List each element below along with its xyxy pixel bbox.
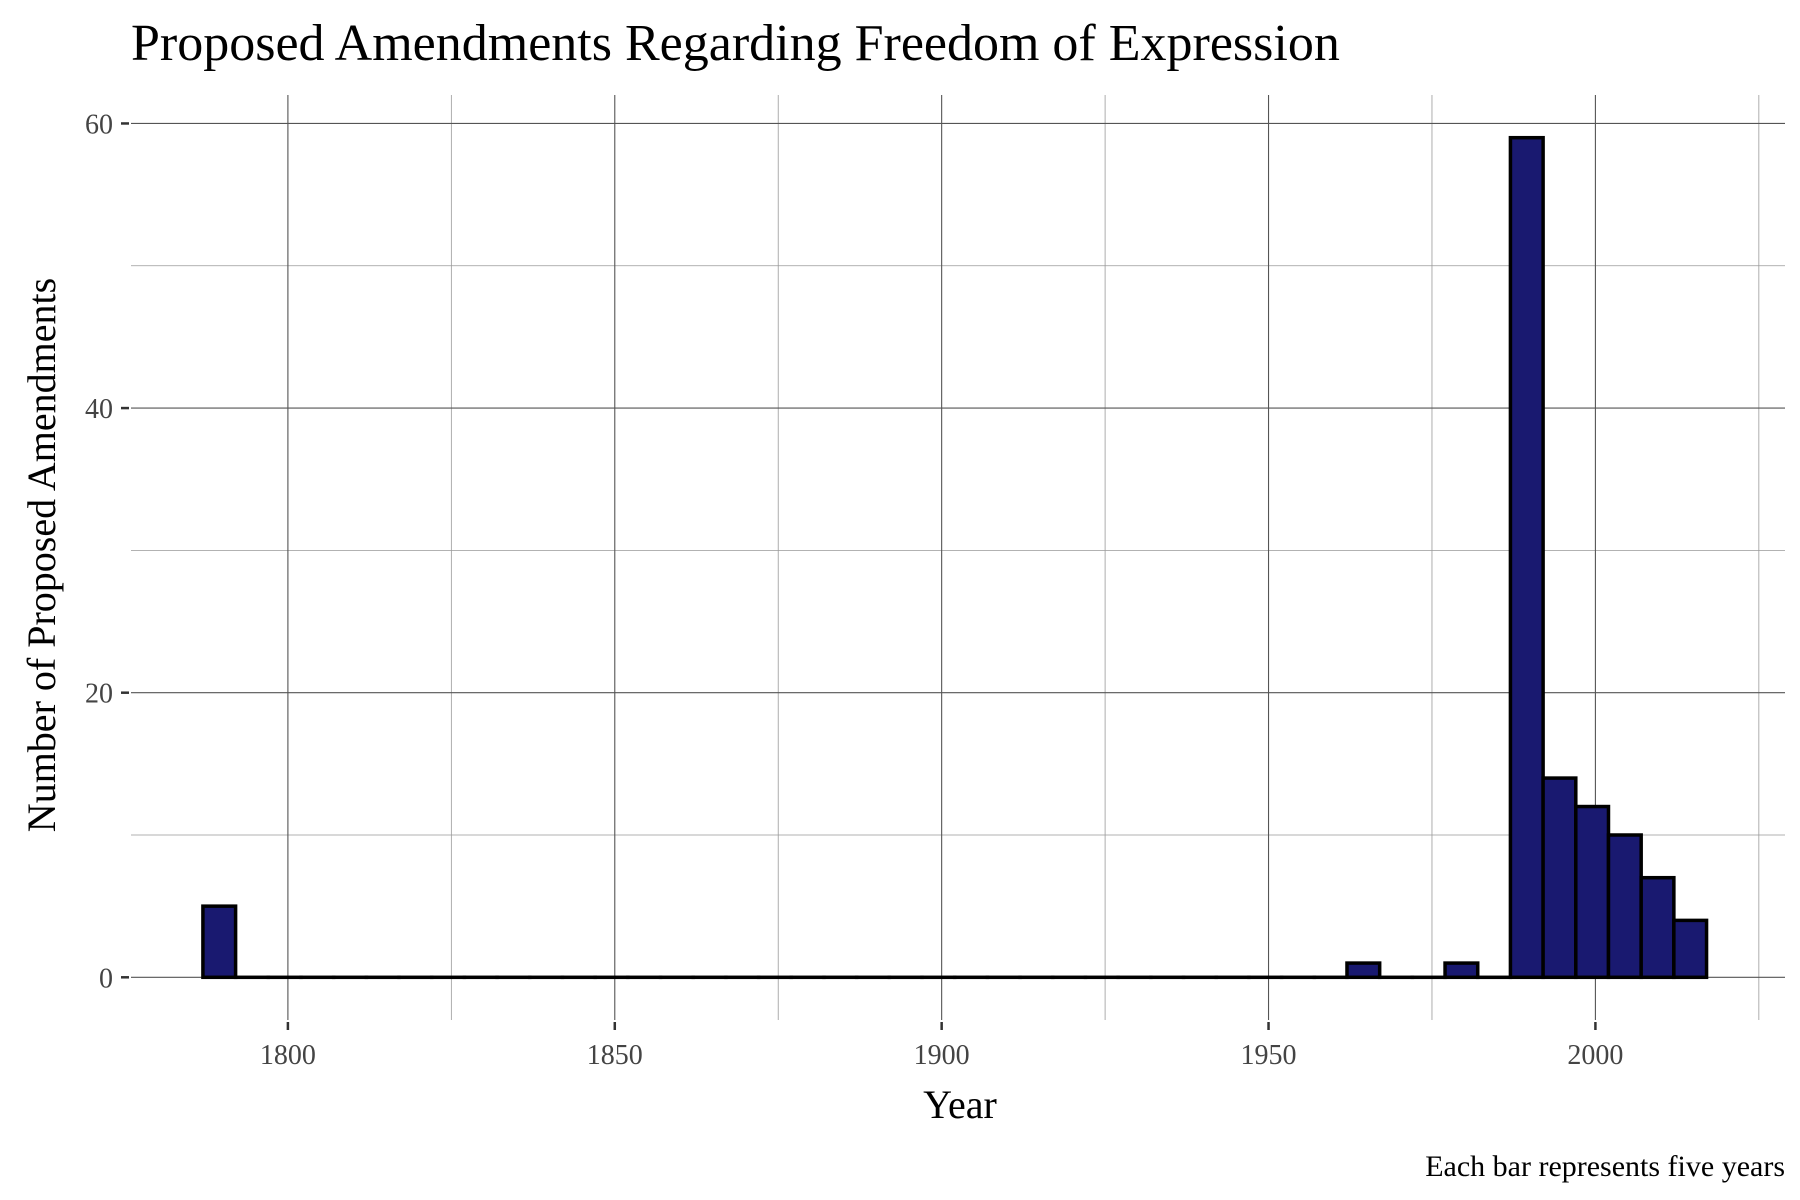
histogram-bar: [201, 904, 238, 980]
x-axis-title: Year: [923, 1082, 997, 1127]
histogram-bar: [1541, 776, 1578, 980]
x-tick-label: 1900: [914, 1040, 970, 1071]
histogram-bar: [1639, 875, 1676, 980]
chart-caption: Each bar represents five years: [1425, 1150, 1785, 1183]
x-axis: 1800 1850 1900 1950 2000: [260, 1022, 1623, 1071]
x-tick-label: 1950: [1241, 1040, 1297, 1071]
chart-title: Proposed Amendments Regarding Freedom of…: [131, 15, 1340, 72]
y-tick-label: 40: [85, 394, 113, 425]
x-tick-label: 1850: [587, 1040, 643, 1071]
histogram-bar: [1672, 918, 1709, 980]
histogram-bar: [1345, 961, 1382, 980]
histogram-bar: [1508, 135, 1545, 980]
y-tick-label: 60: [85, 109, 113, 140]
histogram-bar: [1574, 804, 1611, 980]
x-tick-label: 2000: [1567, 1040, 1623, 1071]
y-axis-title: Number of Proposed Amendments: [19, 278, 64, 832]
histogram-bar: [1606, 833, 1643, 980]
y-tick-label: 20: [85, 679, 113, 710]
x-tick-label: 1800: [260, 1040, 316, 1071]
bars: [201, 135, 1709, 980]
y-axis: 0 20 40 60: [85, 109, 129, 994]
y-tick-label: 0: [99, 963, 113, 994]
histogram-bar: [1443, 961, 1480, 980]
